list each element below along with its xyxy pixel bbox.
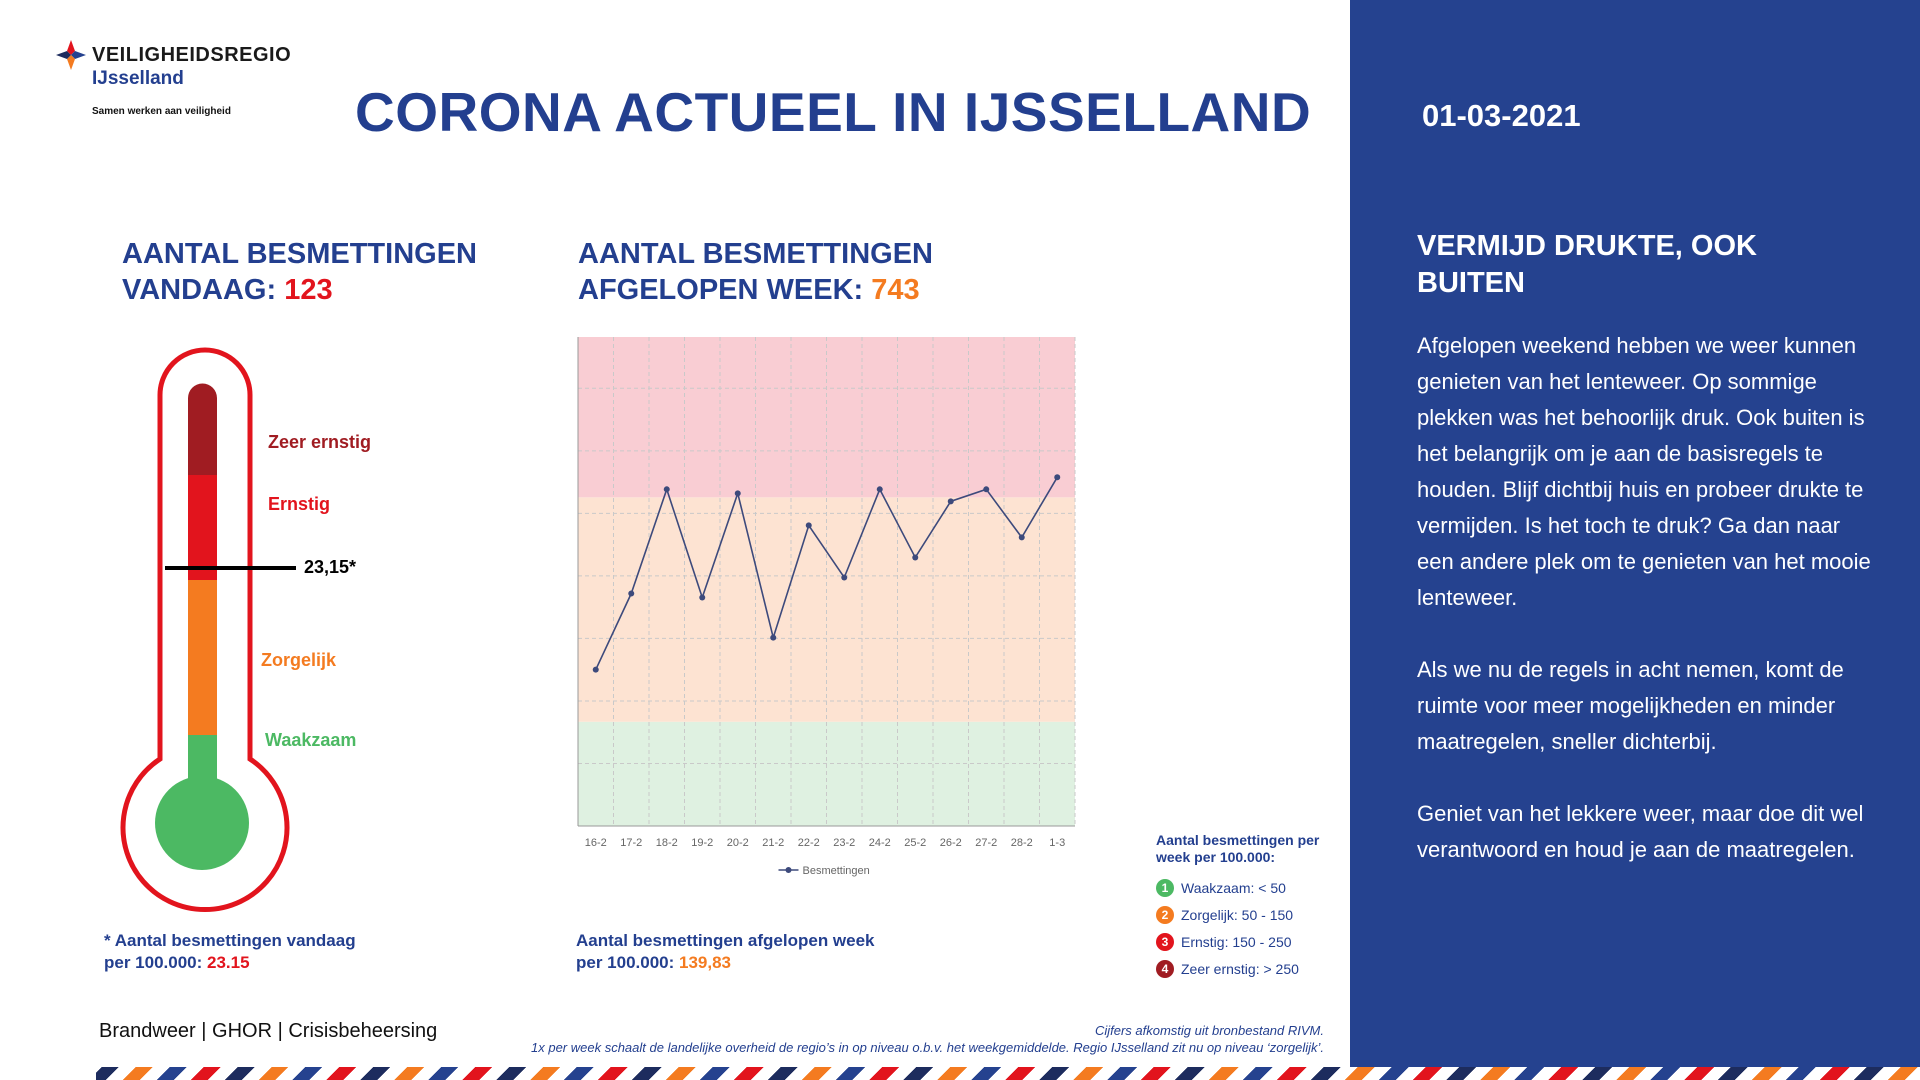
levels-legend-item: 3 Ernstig: 150 - 250 xyxy=(1156,928,1346,955)
sidebar: 01-03-2021 VERMIJD DRUKTE, OOK BUITEN Af… xyxy=(1350,0,1920,1067)
chart-x-tick-label: 21-2 xyxy=(762,837,784,849)
logo-region: IJsselland xyxy=(92,68,184,89)
levels-legend: Aantal besmettingen per week per 100.000… xyxy=(1156,832,1346,982)
today-footnote-value: 23.15 xyxy=(207,953,250,972)
logo-name: VEILIGHEIDSREGIO xyxy=(92,44,292,66)
chart-data-point xyxy=(592,666,599,673)
chart-data-point xyxy=(1018,534,1025,541)
sidebar-heading: VERMIJD DRUKTE, OOK BUITEN xyxy=(1417,230,1757,299)
today-heading-line1: AANTAL BESMETTINGEN xyxy=(122,238,477,270)
level-number-badge: 1 xyxy=(1156,878,1174,897)
week-footnote-line2: per 100.000: 139,83 xyxy=(576,952,875,974)
date: 01-03-2021 xyxy=(1422,98,1581,133)
week-heading-label: AFGELOPEN WEEK: xyxy=(578,274,872,306)
sidebar-paragraph: Afgelopen weekend hebben we weer kunnen … xyxy=(1417,333,1871,610)
week-footnote-line1: Aantal besmettingen afgelopen week xyxy=(576,931,875,950)
sidebar-body: Afgelopen weekend hebben we weer kunnen … xyxy=(1417,328,1877,904)
chart-data-point xyxy=(628,590,635,597)
week-footnote-value: 139,83 xyxy=(679,953,732,972)
chart-data-point xyxy=(983,486,990,493)
chart-x-tick-label: 22-2 xyxy=(798,837,820,849)
levels-legend-item: 1 Waakzaam: < 50 xyxy=(1156,874,1346,901)
segment-ernstig xyxy=(188,475,217,580)
levels-legend-item: 4 Zeer ernstig: > 250 xyxy=(1156,955,1346,982)
chart-legend-label: Besmettingen xyxy=(803,865,870,877)
chart-x-tick-label: 16-2 xyxy=(585,837,607,849)
thermometer: Zeer ernstig Ernstig 23,15* Zorgelijk Wa… xyxy=(110,345,372,915)
sidebar-paragraph: Geniet van het lekkere weer, maar doe di… xyxy=(1417,801,1864,862)
levels-legend-items: 1 Waakzaam: < 50 2 Zorgelijk: 50 - 150 3 Erns… xyxy=(1156,874,1346,982)
week-footnote-label: per 100.000: xyxy=(576,953,680,972)
week-footnote: Aantal besmettingen afgelopen week per 1… xyxy=(576,930,875,974)
chart-x-tick-label: 28-2 xyxy=(1011,837,1033,849)
week-heading-line1: AANTAL BESMETTINGEN xyxy=(578,238,933,270)
chart-x-tick-label: 24-2 xyxy=(869,837,891,849)
page-title: CORONA ACTUEEL IN IJSSELLAND xyxy=(355,81,1312,143)
chart-x-tick-label: 1-3 xyxy=(1049,837,1065,849)
level-label: Zeer ernstig: > 250 xyxy=(1181,960,1299,977)
today-footnote-label: per 100.000: xyxy=(104,953,208,972)
chart-data-point xyxy=(912,554,919,561)
chart-series-line xyxy=(595,476,1058,671)
chart-x-tick-label: 23-2 xyxy=(833,837,855,849)
source-note-line1: Cijfers afkomstig uit bronbestand RIVM. xyxy=(1094,1023,1324,1038)
chart-data-point xyxy=(699,594,706,601)
level-ernstig: Ernstig xyxy=(268,494,331,514)
chart-data-point xyxy=(805,522,812,529)
week-chart-svg: 16-2 17-2 18-2 19-2 20-2 21-2 22-2 23-2 24-2 25-2… xyxy=(577,337,1076,877)
chart-x-tick-label: 17-2 xyxy=(620,837,642,849)
level-label: Waakzaam: < 50 xyxy=(1181,879,1286,896)
level-waakzaam: Waakzaam xyxy=(265,730,357,750)
chart-data-point xyxy=(734,490,741,497)
chart-data-point xyxy=(1054,474,1061,481)
footer-stripes xyxy=(0,1067,1920,1080)
level-number-badge: 2 xyxy=(1156,905,1174,924)
level-label: Zorgelijk: 50 - 150 xyxy=(1181,906,1294,923)
segment-zeer-ernstig xyxy=(188,383,217,475)
week-chart: 16-2 17-2 18-2 19-2 20-2 21-2 22-2 23-2 24-2 25-2… xyxy=(570,325,1090,885)
thermometer-marker-label: 23,15* xyxy=(304,557,357,577)
levels-legend-item: 2 Zorgelijk: 50 - 150 xyxy=(1156,901,1346,928)
today-heading-line2: VANDAAG: 123 xyxy=(122,272,477,308)
chart-x-tick-label: 26-2 xyxy=(940,837,962,849)
level-number-badge: 3 xyxy=(1156,932,1174,951)
chart-legend-marker-icon xyxy=(785,867,792,873)
segment-waakzaam xyxy=(188,735,217,827)
chart-data-point xyxy=(663,486,670,493)
chart-x-tick-label: 27-2 xyxy=(975,837,997,849)
logo: VEILIGHEIDSREGIO IJsselland Samen werken… xyxy=(54,38,334,123)
today-heading-label: VANDAAG: xyxy=(122,274,285,306)
level-zorgelijk: Zorgelijk xyxy=(261,650,337,670)
source-note: Cijfers afkomstig uit bronbestand RIVM. … xyxy=(531,1022,1324,1056)
source-note-line2: 1x per week schaalt de landelijke overhe… xyxy=(531,1040,1324,1055)
today-footnote: * Aantal besmettingen vandaag per 100.00… xyxy=(104,930,356,974)
thermometer-graphic xyxy=(120,347,296,913)
chart-data-point xyxy=(841,574,848,581)
level-zeer-ernstig: Zeer ernstig xyxy=(268,432,372,452)
week-value: 743 xyxy=(871,274,920,306)
logo-tagline: Samen werken aan veiligheid xyxy=(92,106,231,117)
levels-legend-title: Aantal besmettingen per week per 100.000… xyxy=(1156,832,1320,865)
segment-zorgelijk xyxy=(188,580,217,735)
week-heading-line2: AFGELOPEN WEEK: 743 xyxy=(578,272,933,308)
week-heading: AANTAL BESMETTINGEN AFGELOPEN WEEK: 743 xyxy=(578,236,933,308)
chart-x-tick-label: 19-2 xyxy=(691,837,713,849)
chart-data-point xyxy=(770,634,777,641)
logo-star-icon xyxy=(56,40,86,70)
sidebar-paragraph: Als we nu de regels in acht nemen, komt … xyxy=(1417,657,1844,754)
chart-x-tick-label: 20-2 xyxy=(727,837,749,849)
level-number-badge: 4 xyxy=(1156,959,1174,978)
today-value: 123 xyxy=(284,274,333,306)
chart-data-point xyxy=(876,486,883,493)
footer-services: Brandweer | GHOR | Crisisbeheersing xyxy=(99,1020,438,1042)
today-heading: AANTAL BESMETTINGEN VANDAAG: 123 xyxy=(122,236,477,308)
today-footnote-line2: per 100.000: 23.15 xyxy=(104,952,356,974)
level-label: Ernstig: 150 - 250 xyxy=(1181,933,1292,950)
chart-data-point xyxy=(947,498,954,505)
today-footnote-line1: * Aantal besmettingen vandaag xyxy=(104,931,356,950)
chart-x-tick-label: 25-2 xyxy=(904,837,926,849)
chart-x-tick-label: 18-2 xyxy=(656,837,678,849)
